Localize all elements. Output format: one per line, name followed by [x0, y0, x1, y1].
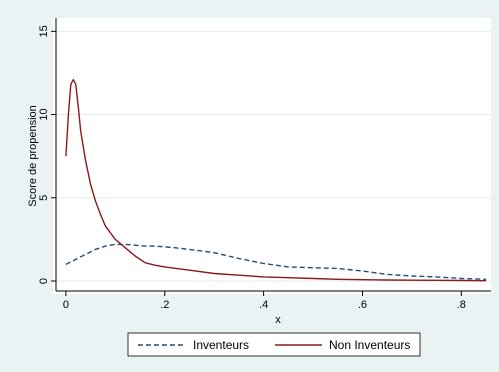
- x-axis-ticks: 0 .2 .4 .6 .8: [63, 291, 466, 311]
- legend-label-inventeurs: Inventeurs: [193, 338, 249, 352]
- series-line-non-inventeurs: [65, 78, 487, 282]
- x-tick-label: 0: [63, 299, 69, 311]
- y-axis-ticks: 0 5 10 15: [38, 25, 56, 284]
- y-tick-label: 15: [38, 25, 50, 37]
- series-layer: [65, 78, 487, 282]
- x-tick-label: .4: [259, 299, 268, 311]
- y-tick-label: 10: [38, 108, 50, 120]
- y-tick-label: 5: [38, 195, 50, 201]
- x-tick-label: .2: [160, 299, 169, 311]
- legend-box: [127, 332, 421, 357]
- y-tick-label: 0: [38, 278, 50, 284]
- legend: Inventeurs Non Inventeurs: [127, 332, 421, 357]
- gridlines: [56, 30, 491, 282]
- x-axis-label: x: [275, 314, 281, 326]
- y-axis-label: Score de propension: [27, 105, 39, 207]
- legend-label-non-inventeurs: Non Inventeurs: [329, 338, 410, 352]
- series-line-inventeurs: [65, 243, 487, 280]
- x-tick-label: .8: [457, 299, 466, 311]
- plot-area: [53, 18, 491, 294]
- x-tick-label: .6: [358, 299, 367, 311]
